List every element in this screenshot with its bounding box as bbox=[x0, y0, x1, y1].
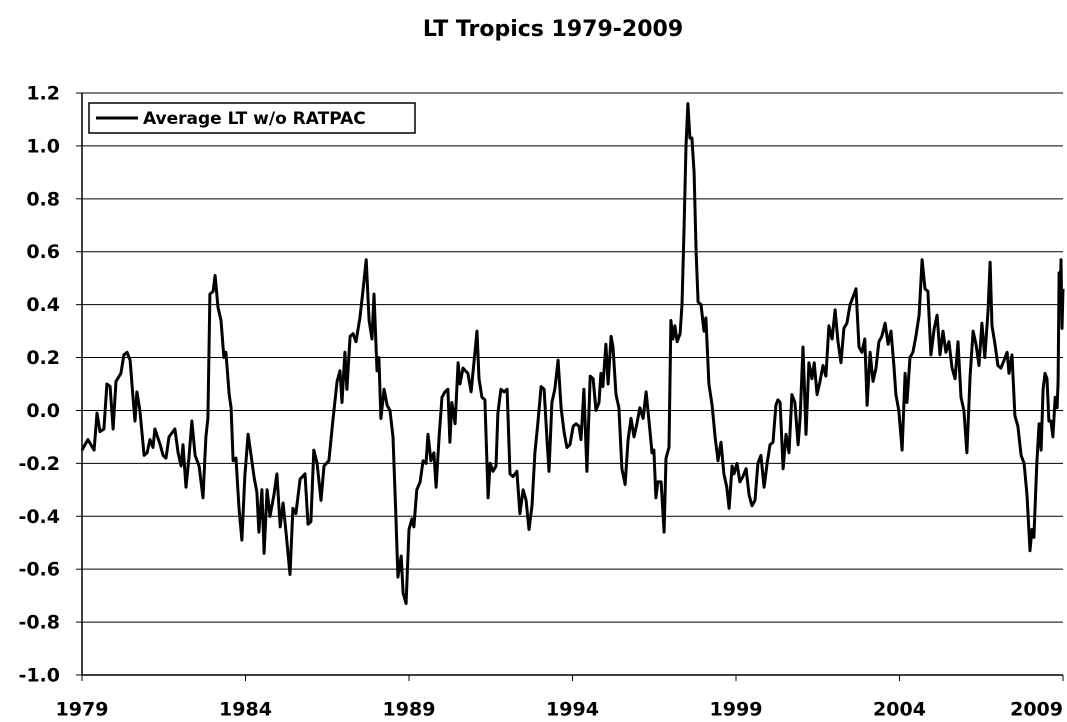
y-tick-label: 0.0 bbox=[26, 400, 60, 422]
x-tick-label: 2009 bbox=[1010, 699, 1063, 721]
legend: Average LT w/o RATPAC bbox=[88, 102, 416, 134]
x-tick-label: 2004 bbox=[873, 699, 926, 721]
data-line bbox=[80, 102, 1065, 606]
x-tick-label: 1989 bbox=[383, 699, 436, 721]
chart-title: LT Tropics 1979-2009 bbox=[423, 17, 683, 42]
y-tick-label: -0.4 bbox=[18, 506, 60, 528]
x-tick-label: 1994 bbox=[546, 699, 599, 721]
y-tick-label: 1.0 bbox=[26, 135, 60, 157]
x-tick-label: 1999 bbox=[710, 699, 763, 721]
y-tick-label: -1.0 bbox=[18, 665, 60, 687]
y-tick-label: -0.2 bbox=[18, 453, 60, 475]
y-tick-label: 0.2 bbox=[26, 347, 60, 369]
y-tick-label: 0.4 bbox=[26, 294, 60, 316]
y-tick-label: -0.8 bbox=[18, 612, 60, 634]
y-tick-label: -0.6 bbox=[18, 559, 60, 581]
y-tick-label: 0.8 bbox=[26, 188, 60, 210]
x-tick-label: 1984 bbox=[219, 699, 272, 721]
legend-box bbox=[88, 102, 416, 134]
legend-label: Average LT w/o RATPAC bbox=[143, 109, 366, 129]
x-tick-label: 1979 bbox=[56, 699, 109, 721]
y-tick-label: 1.2 bbox=[26, 83, 60, 105]
y-tick-label: 0.6 bbox=[26, 241, 60, 263]
